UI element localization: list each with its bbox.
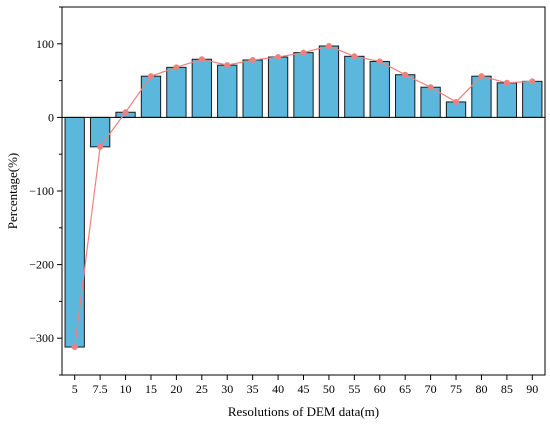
point-75 xyxy=(453,98,460,105)
y-tick-label: −300 xyxy=(29,331,54,345)
point-40 xyxy=(275,54,282,61)
point-80 xyxy=(478,73,485,80)
x-axis: 5 7.5 10 15 20 25 30 35 40 45 50 55 60 65 70 75 80 85 90 xyxy=(72,375,538,396)
bar-55 xyxy=(344,55,365,118)
point-15 xyxy=(147,73,154,80)
x-tick-label: 90 xyxy=(526,382,538,396)
point-20 xyxy=(173,64,180,71)
x-tick-label: 75 xyxy=(450,382,462,396)
markers-layer xyxy=(71,43,536,351)
bar-60 xyxy=(369,60,390,118)
point-7.5 xyxy=(97,143,104,150)
point-30 xyxy=(224,62,231,69)
point-10 xyxy=(122,109,129,116)
x-axis-label: Resolutions of DEM data(m) xyxy=(228,404,379,419)
x-tick-label: 50 xyxy=(323,382,335,396)
bar-20 xyxy=(166,66,187,118)
point-5 xyxy=(71,344,78,351)
point-60 xyxy=(376,58,383,65)
point-35 xyxy=(249,56,256,63)
point-55 xyxy=(351,53,358,60)
x-tick-label: 55 xyxy=(348,382,360,396)
bar-15 xyxy=(140,75,162,118)
x-tick-label: 60 xyxy=(374,382,386,396)
point-50 xyxy=(325,43,332,50)
x-tick-label: 45 xyxy=(298,382,310,396)
bar-90 xyxy=(522,80,543,118)
y-axis: −300 −200 −100 0 100 xyxy=(29,6,62,376)
point-45 xyxy=(300,49,307,56)
x-tick-label: 15 xyxy=(145,382,157,396)
x-tick-label: 10 xyxy=(120,382,132,396)
point-65 xyxy=(402,71,409,78)
y-tick-label: 0 xyxy=(48,110,54,124)
bar-50 xyxy=(318,45,340,118)
x-tick-label: 25 xyxy=(196,382,208,396)
x-tick-label: 85 xyxy=(501,382,513,396)
x-tick-label: 7.5 xyxy=(93,382,108,396)
bar-30 xyxy=(217,64,238,118)
x-tick-label: 30 xyxy=(221,382,233,396)
x-tick-label: 20 xyxy=(170,382,182,396)
x-tick-label: 5 xyxy=(72,382,78,396)
point-90 xyxy=(529,78,536,85)
bar-40 xyxy=(267,56,289,118)
x-tick-label: 65 xyxy=(399,382,411,396)
y-tick-label: 100 xyxy=(36,37,54,51)
y-tick-label: −100 xyxy=(29,184,54,198)
bars-layer xyxy=(64,45,543,348)
bar-35 xyxy=(242,59,263,118)
bar-85 xyxy=(496,82,518,118)
point-85 xyxy=(503,79,510,86)
x-tick-label: 80 xyxy=(475,382,487,396)
bar-25 xyxy=(191,58,212,118)
point-25 xyxy=(198,56,205,63)
bar-5 xyxy=(64,116,85,348)
y-axis-label: Percentage(%) xyxy=(5,153,20,230)
y-tick-label: −200 xyxy=(29,258,54,272)
point-70 xyxy=(427,84,434,91)
bar-7.5 xyxy=(89,116,111,148)
x-tick-label: 35 xyxy=(247,382,259,396)
bar-45 xyxy=(293,52,314,118)
bar-65 xyxy=(395,74,416,118)
x-tick-label: 40 xyxy=(272,382,284,396)
x-tick-label: 70 xyxy=(425,382,437,396)
